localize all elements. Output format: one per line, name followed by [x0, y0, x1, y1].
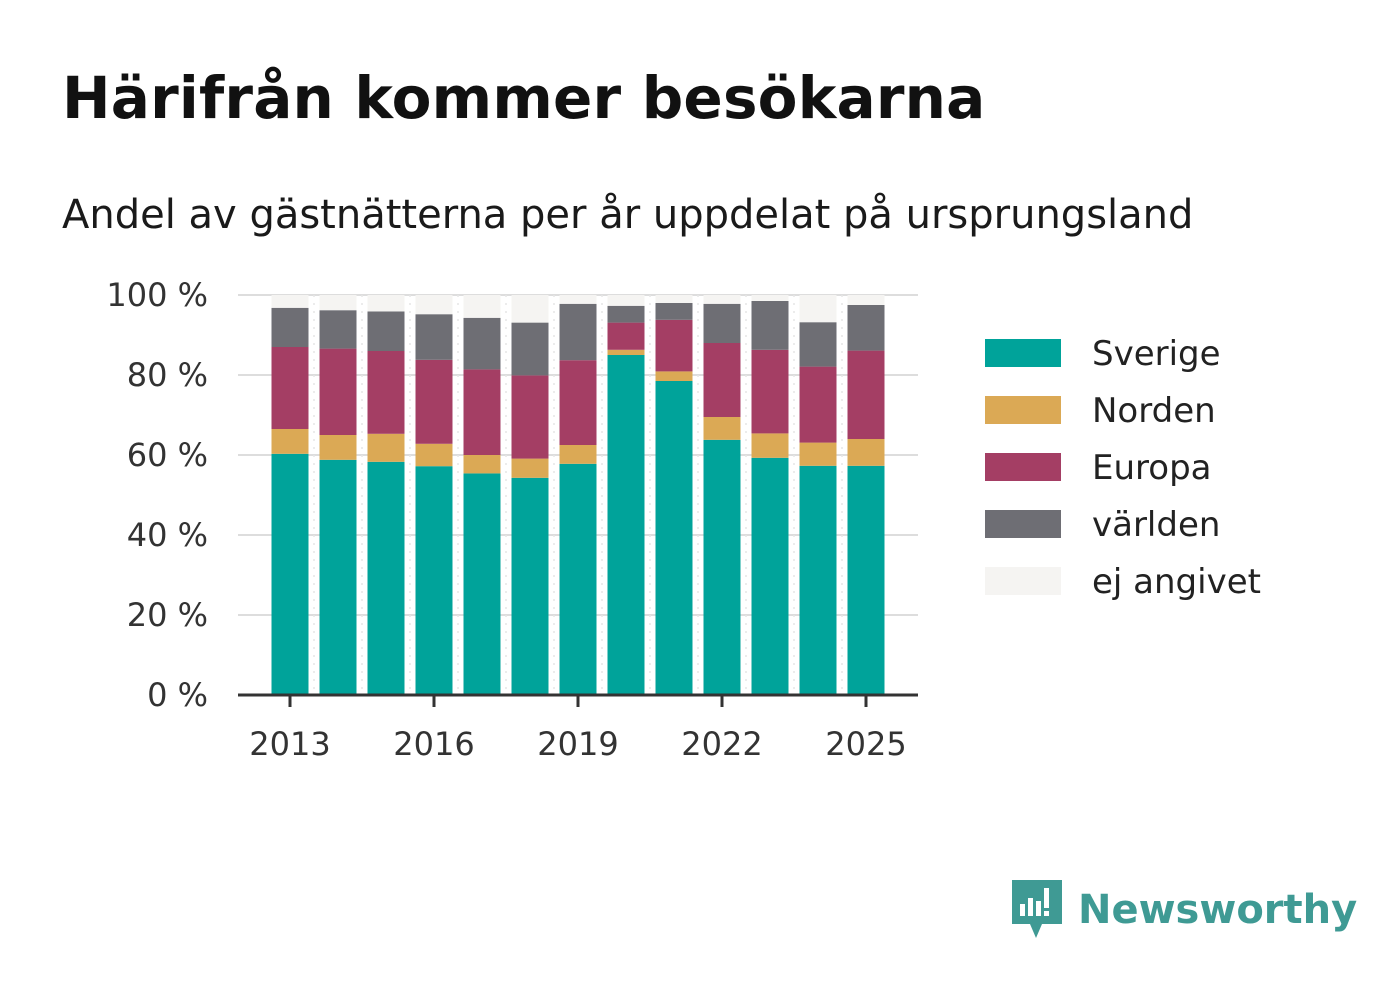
bar-segment-sverige-2017: [463, 473, 501, 695]
bar-segment-ej-angivet-2024: [799, 295, 837, 323]
bar-segment-sverige-2016: [415, 466, 453, 695]
bar-segment-europa-2018: [511, 375, 549, 459]
bar-segment-ej-angivet-2019: [559, 295, 597, 304]
bar-segment-europa-2014: [319, 348, 357, 435]
x-tick-label: 2019: [537, 725, 618, 763]
bar-segment-norden-2019: [559, 445, 597, 464]
bar-segment-ej-angivet-2022: [703, 295, 741, 304]
bar-segment-norden-2024: [799, 442, 837, 466]
bar-segment-ej-angivet-2018: [511, 295, 549, 323]
bar-segment-europa-2015: [367, 351, 405, 434]
bar-segment-ej-angivet-2025: [847, 295, 885, 305]
bar-segment-världen-2025: [847, 305, 885, 351]
bar-segment-norden-2022: [703, 417, 741, 440]
bar-segment-världen-2024: [799, 322, 837, 367]
bar-segment-sverige-2023: [751, 457, 789, 695]
bar-segment-europa-2013: [271, 347, 309, 429]
bar-segment-norden-2020: [607, 349, 645, 355]
legend-label: världen: [1092, 505, 1220, 545]
bar-segment-norden-2015: [367, 433, 405, 462]
y-tick-label: 80 %: [127, 356, 208, 394]
legend: Sverige Norden Europa världen ej angivet: [985, 334, 1261, 602]
bar-segment-världen-2018: [511, 322, 549, 376]
bar-segment-världen-2014: [319, 310, 357, 349]
y-tick-label: 100 %: [106, 276, 208, 314]
bar-segment-världen-2019: [559, 303, 597, 361]
legend-swatch: [985, 339, 1061, 367]
bar-segment-sverige-2022: [703, 439, 741, 695]
x-tick-label: 2022: [681, 725, 762, 763]
bar-segment-europa-2023: [751, 349, 789, 434]
bar-segment-sverige-2018: [511, 477, 549, 695]
bar-segment-sverige-2021: [655, 381, 693, 695]
bar-segment-ej-angivet-2015: [367, 295, 405, 312]
brand-logo: Newsworthy: [1012, 880, 1357, 940]
bar-segment-norden-2023: [751, 433, 789, 458]
legend-label: Norden: [1092, 391, 1216, 431]
bar-segment-europa-2025: [847, 350, 885, 439]
bar-segment-norden-2017: [463, 455, 501, 474]
bar-segment-norden-2016: [415, 443, 453, 467]
bar-segment-ej-angivet-2021: [655, 295, 693, 303]
bar-segment-världen-2023: [751, 301, 789, 350]
legend-label: Sverige: [1092, 334, 1221, 374]
bars-layer: [271, 295, 885, 695]
chart-subtitle: Andel av gästnätterna per år uppdelat på…: [62, 192, 1194, 238]
bar-segment-världen-2017: [463, 317, 501, 370]
bar-segment-ej-angivet-2013: [271, 295, 309, 308]
bar-segment-ej-angivet-2017: [463, 295, 501, 318]
x-tick-label: 2013: [249, 725, 330, 763]
bar-segment-sverige-2020: [607, 355, 645, 695]
bar-segment-europa-2017: [463, 369, 501, 455]
bar-segment-ej-angivet-2020: [607, 295, 645, 306]
bar-segment-europa-2020: [607, 322, 645, 350]
bar-segment-sverige-2019: [559, 463, 597, 695]
bar-segment-norden-2018: [511, 458, 549, 478]
bar-segment-världen-2020: [607, 305, 645, 323]
newsworthy-logo-icon: [1012, 880, 1062, 938]
legend-swatch: [985, 396, 1061, 424]
bar-segment-norden-2014: [319, 435, 357, 460]
bar-segment-sverige-2025: [847, 465, 885, 695]
y-tick-label: 40 %: [127, 516, 208, 554]
bar-segment-europa-2016: [415, 359, 453, 444]
bar-segment-europa-2019: [559, 360, 597, 445]
bar-segment-ej-angivet-2016: [415, 295, 453, 315]
legend-swatch: [985, 510, 1061, 538]
x-tick-label: 2025: [825, 725, 906, 763]
bar-segment-sverige-2013: [271, 453, 309, 695]
bar-segment-sverige-2015: [367, 461, 405, 695]
bar-segment-världen-2016: [415, 314, 453, 360]
bar-segment-sverige-2014: [319, 459, 357, 695]
bar-segment-europa-2022: [703, 343, 741, 417]
bar-segment-europa-2021: [655, 319, 693, 372]
bar-segment-sverige-2024: [799, 465, 837, 695]
brand-name: Newsworthy: [1078, 887, 1358, 933]
legend-label: Europa: [1092, 448, 1211, 488]
x-tick-label: 2016: [393, 725, 474, 763]
legend-swatch: [985, 567, 1061, 595]
bar-segment-världen-2015: [367, 311, 405, 351]
bar-segment-europa-2024: [799, 366, 837, 443]
bar-segment-norden-2025: [847, 439, 885, 466]
chart-title: Härifrån kommer besökarna: [62, 64, 986, 132]
bar-segment-ej-angivet-2023: [751, 295, 789, 301]
bar-segment-världen-2021: [655, 303, 693, 320]
y-tick-label: 0 %: [147, 676, 208, 714]
legend-swatch: [985, 453, 1061, 481]
bar-segment-ej-angivet-2014: [319, 295, 357, 311]
legend-label: ej angivet: [1092, 562, 1261, 602]
bar-segment-världen-2022: [703, 303, 741, 343]
axis-layer: 0 % 20 % 40 % 60 % 80 % 100 % 2013 2016 2019 2022…: [106, 276, 918, 763]
bar-segment-världen-2013: [271, 307, 309, 347]
y-tick-label: 20 %: [127, 596, 208, 634]
bar-segment-norden-2021: [655, 371, 693, 381]
bar-segment-norden-2013: [271, 429, 309, 454]
y-tick-label: 60 %: [127, 436, 208, 474]
